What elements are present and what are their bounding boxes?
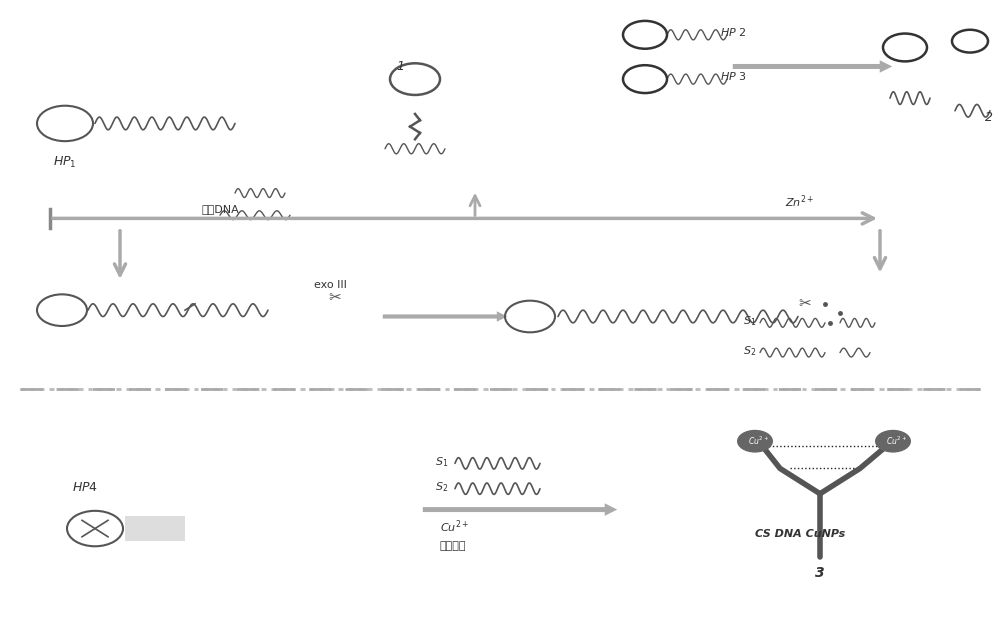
- Text: 目标DNA: 目标DNA: [201, 204, 239, 214]
- Text: $Cu^{2+}$: $Cu^{2+}$: [748, 435, 768, 448]
- FancyBboxPatch shape: [125, 516, 185, 541]
- Text: exo III: exo III: [314, 280, 346, 290]
- Text: $HP4$: $HP4$: [72, 481, 98, 494]
- Text: $HP\ 2$: $HP\ 2$: [720, 26, 747, 37]
- Circle shape: [875, 430, 911, 453]
- Text: $S_2$: $S_2$: [435, 480, 448, 494]
- Text: 1: 1: [396, 60, 404, 73]
- Circle shape: [737, 430, 773, 453]
- Text: 抗化学酸: 抗化学酸: [440, 541, 466, 551]
- Text: $Cu^{2+}$: $Cu^{2+}$: [440, 518, 469, 535]
- Text: $S_2$: $S_2$: [743, 344, 756, 358]
- Text: $HP_1$: $HP_1$: [53, 155, 77, 170]
- Text: ✂: ✂: [329, 290, 341, 305]
- Text: CS DNA CuNPs: CS DNA CuNPs: [755, 529, 845, 539]
- Text: ✂: ✂: [799, 296, 811, 311]
- Text: $Zn^{2+}$: $Zn^{2+}$: [785, 194, 815, 210]
- Text: $HP\ 3$: $HP\ 3$: [720, 70, 747, 82]
- Text: 3: 3: [815, 566, 825, 580]
- Text: $S_1$: $S_1$: [435, 455, 448, 469]
- Text: $Cu^{2+}$: $Cu^{2+}$: [886, 435, 906, 448]
- Text: $S_1$: $S_1$: [743, 315, 756, 329]
- Text: 2: 2: [985, 111, 993, 123]
